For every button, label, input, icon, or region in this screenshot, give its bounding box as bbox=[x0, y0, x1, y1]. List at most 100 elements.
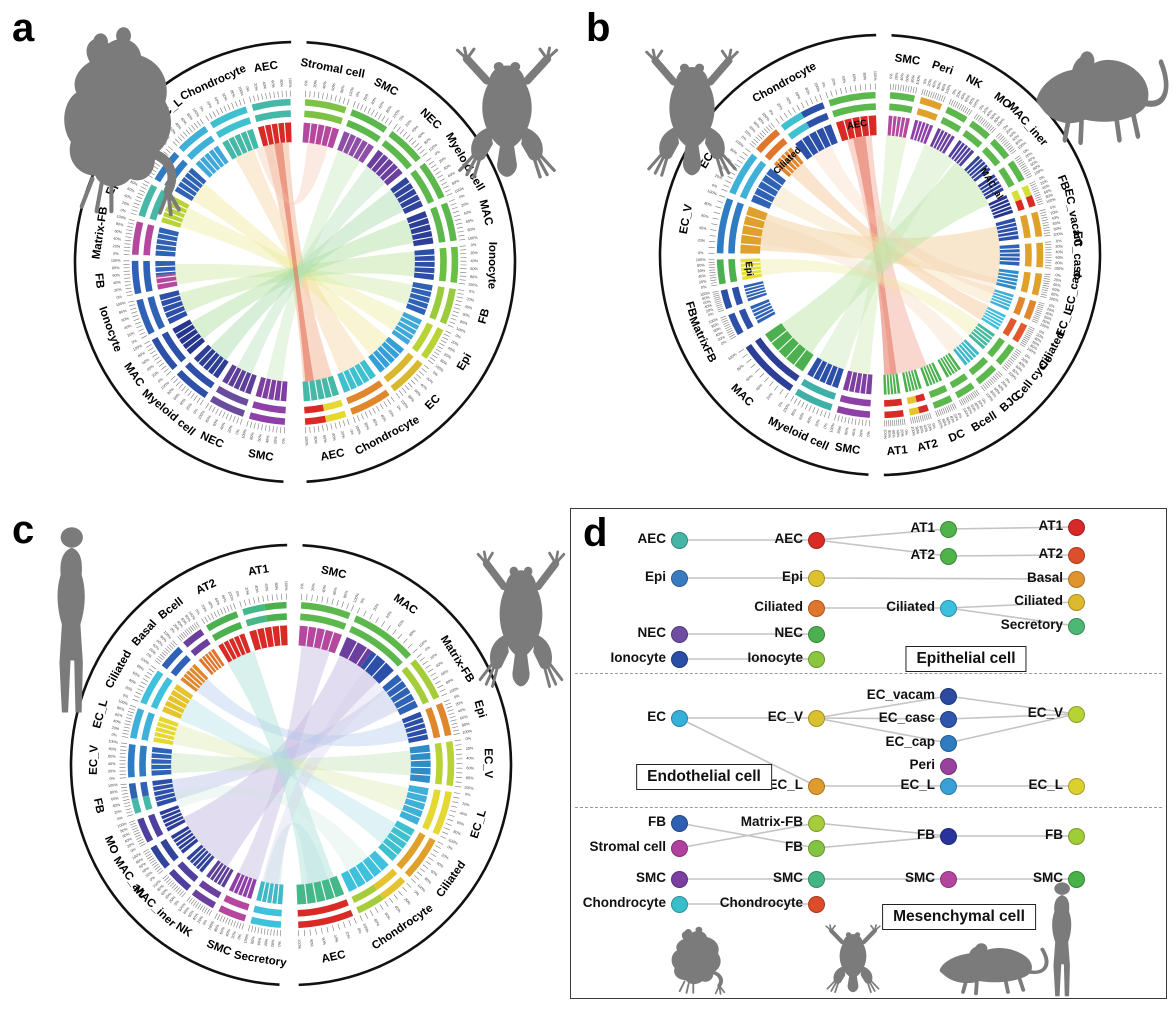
svg-text:60%: 60% bbox=[456, 820, 465, 826]
celltype-node-basal bbox=[1067, 570, 1085, 588]
segment-label: Chondrocyte bbox=[353, 414, 421, 458]
celltype-node-label: EC_cap bbox=[885, 734, 935, 749]
svg-text:80%: 80% bbox=[966, 406, 974, 415]
svg-text:80%: 80% bbox=[736, 363, 745, 371]
svg-text:0%: 0% bbox=[459, 193, 466, 199]
svg-text:0%: 0% bbox=[399, 114, 406, 121]
svg-text:60%: 60% bbox=[331, 82, 337, 91]
svg-text:100%: 100% bbox=[416, 883, 426, 893]
svg-text:0%: 0% bbox=[1038, 329, 1045, 335]
svg-text:40%: 40% bbox=[331, 433, 337, 442]
svg-text:80%: 80% bbox=[804, 87, 811, 96]
svg-text:0%: 0% bbox=[413, 890, 420, 897]
svg-text:0%: 0% bbox=[117, 816, 124, 822]
celltype-node-ec-l bbox=[807, 777, 825, 795]
svg-text:40%: 40% bbox=[932, 79, 938, 88]
svg-text:60%: 60% bbox=[918, 425, 924, 434]
svg-text:80%: 80% bbox=[704, 201, 713, 207]
svg-text:60%: 60% bbox=[257, 937, 262, 946]
svg-text:80%: 80% bbox=[116, 222, 125, 228]
svg-text:60%: 60% bbox=[466, 766, 474, 770]
mapping-link bbox=[947, 713, 1077, 720]
svg-text:40%: 40% bbox=[225, 928, 232, 937]
svg-text:60%: 60% bbox=[1015, 365, 1024, 373]
svg-text:100%: 100% bbox=[1054, 266, 1065, 271]
svg-text:80%: 80% bbox=[1029, 344, 1038, 352]
svg-text:80%: 80% bbox=[250, 935, 256, 944]
frog-top-icon bbox=[825, 924, 881, 993]
svg-text:40%: 40% bbox=[254, 585, 260, 594]
svg-text:80%: 80% bbox=[205, 414, 212, 423]
svg-text:80%: 80% bbox=[445, 678, 454, 685]
svg-text:60%: 60% bbox=[115, 712, 124, 718]
svg-text:80%: 80% bbox=[156, 884, 165, 893]
svg-text:100%: 100% bbox=[288, 78, 292, 88]
svg-text:40%: 40% bbox=[141, 866, 150, 874]
celltype-node-label: EC_L bbox=[1028, 777, 1063, 792]
svg-text:60%: 60% bbox=[111, 796, 120, 801]
svg-text:20%: 20% bbox=[126, 842, 135, 849]
svg-text:20%: 20% bbox=[121, 201, 130, 207]
mapping-link bbox=[947, 601, 1077, 609]
celltype-node-ec bbox=[670, 709, 688, 727]
svg-text:40%: 40% bbox=[436, 861, 445, 869]
svg-text:0%: 0% bbox=[465, 736, 472, 741]
segment-label: SMC bbox=[372, 76, 400, 98]
svg-text:0%: 0% bbox=[202, 919, 208, 926]
celltype-node-secretory bbox=[1067, 617, 1085, 635]
celltype-node-smc bbox=[939, 870, 957, 888]
svg-text:80%: 80% bbox=[363, 422, 370, 431]
celltype-node-label: Ciliated bbox=[886, 599, 935, 614]
celltype-node-label: EC_vacam bbox=[866, 687, 935, 702]
svg-text:40%: 40% bbox=[447, 346, 456, 354]
svg-text:40%: 40% bbox=[755, 383, 763, 392]
svg-text:80%: 80% bbox=[137, 351, 146, 359]
svg-text:60%: 60% bbox=[155, 639, 164, 648]
group-box-epithelial-cell: Epithelial cell bbox=[905, 646, 1027, 672]
segment-label: AT1 bbox=[886, 444, 908, 458]
svg-text:80%: 80% bbox=[914, 426, 920, 435]
svg-text:0%: 0% bbox=[1023, 148, 1030, 155]
segment-label: EC bbox=[423, 393, 443, 413]
svg-text:20%: 20% bbox=[231, 930, 237, 939]
celltype-node-label: Basal bbox=[1026, 570, 1063, 585]
svg-text:100%: 100% bbox=[355, 425, 362, 436]
svg-text:80%: 80% bbox=[439, 359, 448, 367]
svg-text:0%: 0% bbox=[720, 340, 727, 346]
celltype-node-label: Chondrocyte bbox=[719, 895, 803, 910]
svg-text:80%: 80% bbox=[1045, 193, 1054, 199]
segment-label: AEC bbox=[320, 949, 346, 966]
svg-text:0%: 0% bbox=[952, 88, 958, 95]
celltype-node-label: EC_V bbox=[1027, 705, 1063, 720]
svg-text:100%: 100% bbox=[449, 686, 460, 694]
svg-text:40%: 40% bbox=[1051, 215, 1060, 221]
celltype-node-label: Ionocyte bbox=[610, 650, 666, 665]
svg-text:0%: 0% bbox=[245, 86, 250, 93]
segment-label: EC_cap bbox=[1064, 269, 1083, 313]
svg-text:20%: 20% bbox=[462, 802, 471, 808]
panel-d-celltype-mapping: d AEC AEC AT1 AT2 AT1 AT2 Epi Epi Basal Ciliated C… bbox=[570, 508, 1167, 999]
svg-text:80%: 80% bbox=[968, 96, 976, 105]
svg-text:60%: 60% bbox=[413, 389, 422, 398]
svg-text:100%: 100% bbox=[418, 638, 428, 648]
svg-text:20%: 20% bbox=[197, 915, 205, 924]
svg-text:100%: 100% bbox=[813, 82, 820, 93]
svg-text:0%: 0% bbox=[1056, 239, 1062, 243]
panel-label-b: b bbox=[586, 6, 611, 50]
svg-text:20%: 20% bbox=[340, 431, 346, 440]
svg-text:100%: 100% bbox=[241, 428, 248, 439]
svg-text:20%: 20% bbox=[466, 297, 475, 303]
svg-text:60%: 60% bbox=[384, 912, 392, 921]
svg-text:60%: 60% bbox=[964, 94, 972, 103]
svg-text:60%: 60% bbox=[221, 93, 228, 102]
segment-label: Ionocyte bbox=[485, 242, 498, 289]
celltype-node-ec-cap bbox=[939, 734, 957, 752]
svg-text:20%: 20% bbox=[814, 418, 821, 427]
svg-text:40%: 40% bbox=[108, 762, 116, 766]
svg-text:80%: 80% bbox=[229, 90, 236, 99]
mouse-icon bbox=[939, 943, 1049, 996]
celltype-node-matrix-fb bbox=[807, 814, 825, 832]
celltype-node-ionocyte bbox=[670, 650, 688, 668]
svg-text:0%: 0% bbox=[471, 243, 477, 248]
svg-text:60%: 60% bbox=[936, 81, 942, 90]
